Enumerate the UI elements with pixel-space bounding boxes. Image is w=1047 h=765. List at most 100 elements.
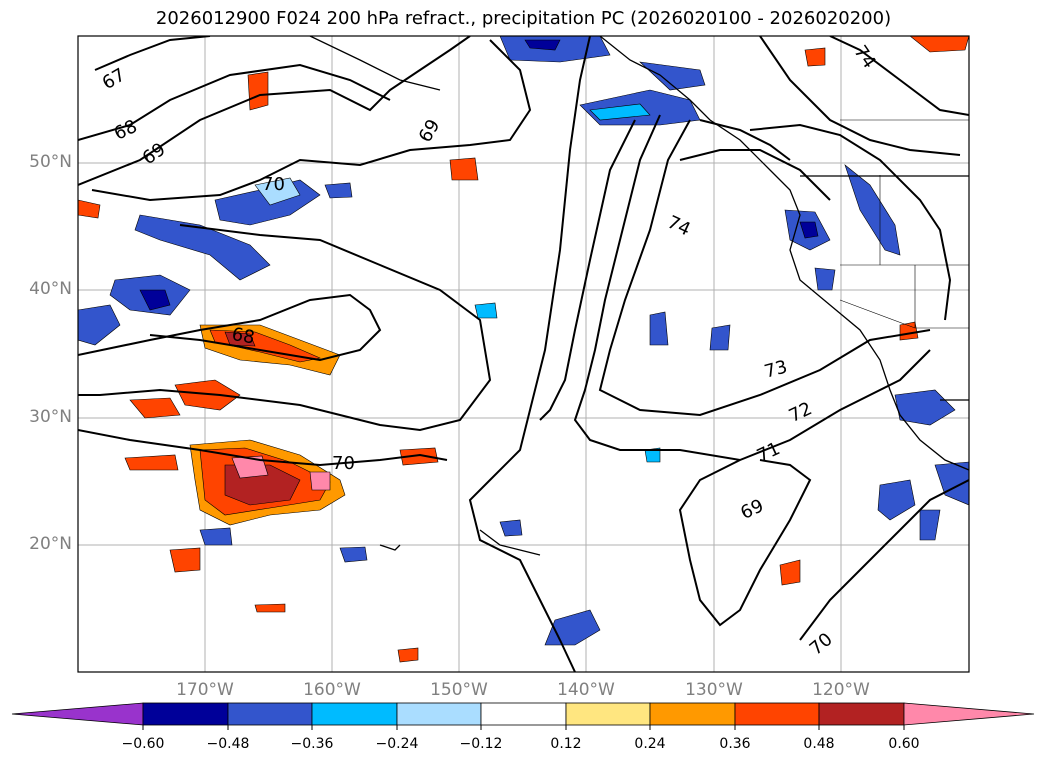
precip-blob — [499, 519, 523, 537]
precip-blob — [709, 324, 731, 351]
contour-74a — [699, 119, 791, 161]
contour-label: 68 — [230, 324, 256, 349]
precip-blob — [199, 527, 233, 546]
precip-blob — [254, 603, 286, 613]
lon-label: 170°W — [176, 680, 234, 700]
colorbar-bin — [396, 702, 482, 726]
contour-label: 70 — [262, 174, 285, 195]
coastline-north-america — [599, 36, 969, 471]
contour-74c — [749, 123, 952, 321]
precip-blob — [799, 221, 819, 239]
colorbar-tick-label: −0.24 — [375, 736, 419, 752]
precip-negative — [78, 36, 969, 646]
precip-blob — [524, 39, 561, 51]
contour-70d — [799, 479, 969, 641]
contour-73 — [598, 119, 931, 417]
graticule — [78, 36, 969, 672]
contour-69b — [91, 39, 532, 202]
precip-blob — [139, 289, 171, 311]
precip-blob — [254, 177, 301, 206]
coastline-segment — [479, 529, 541, 556]
precip-blob — [804, 47, 826, 67]
contour-72 — [573, 114, 931, 462]
contour-69c — [678, 459, 812, 627]
precip-blob — [324, 182, 353, 199]
precip-blob — [399, 447, 439, 466]
precip-blob — [909, 36, 969, 53]
precip-blob — [129, 397, 181, 419]
lon-label: 140°W — [557, 680, 615, 700]
contour-74d — [759, 36, 961, 156]
colorbar-ticks — [142, 725, 905, 730]
precip-blob — [247, 71, 269, 111]
colorbar-tick-label: 0.12 — [550, 736, 582, 752]
contour-68 — [78, 63, 391, 141]
colorbar-bin — [142, 702, 229, 726]
contour-74e — [829, 36, 969, 116]
precip-blob — [309, 471, 331, 491]
colorbar — [11, 702, 1035, 730]
map-area: 67 68 69 69 70 74 74 68 73 72 71 70 69 7… — [78, 36, 969, 672]
colorbar-bin — [734, 702, 820, 726]
coastline-segment — [379, 544, 401, 551]
lon-label: 160°W — [303, 680, 361, 700]
precip-blob — [814, 267, 836, 291]
refractivity-contours — [78, 36, 969, 672]
colorbar-extend-low — [11, 702, 144, 726]
precip-blob — [78, 199, 101, 219]
colorbar-bin — [818, 702, 905, 726]
colorbar-bin — [649, 702, 736, 726]
colorbar-tick-label: 0.60 — [888, 736, 920, 752]
map-title: 2026012900 F024 200 hPa refract., precip… — [155, 8, 892, 29]
colorbar-tick-label: −0.36 — [290, 736, 334, 752]
precip-blob — [934, 461, 969, 506]
lon-label: 130°W — [685, 680, 743, 700]
map-frame — [77, 35, 970, 673]
precip-blob — [779, 559, 801, 586]
colorbar-bin — [311, 702, 398, 726]
colorbar-tick-label: 0.36 — [719, 736, 751, 752]
precip-blob — [397, 647, 419, 663]
precip-blob — [474, 302, 498, 319]
contour-label: 69 — [737, 495, 767, 524]
border-segment — [839, 299, 969, 329]
precip-blob — [644, 447, 661, 463]
contour-label: 73 — [762, 356, 790, 382]
contour-label: 70 — [332, 453, 355, 474]
colorbar-bin — [227, 702, 313, 726]
coastline-aleutians — [309, 36, 441, 91]
precip-blob — [78, 304, 121, 346]
colorbar-bin — [480, 702, 567, 726]
contour-74b — [679, 149, 831, 201]
lat-label: 50°N — [29, 152, 72, 172]
precip-blob — [589, 103, 651, 121]
precip-blob — [174, 379, 241, 411]
lat-label: 40°N — [29, 279, 72, 299]
precip-blob — [919, 509, 941, 541]
contour-label: 69 — [415, 116, 445, 146]
colorbar-tick-label: −0.60 — [121, 736, 165, 752]
precip-blob — [124, 454, 179, 471]
contour-67 — [94, 36, 211, 71]
coastlines — [309, 36, 969, 556]
contour-71 — [539, 119, 636, 421]
lon-label: 150°W — [430, 680, 488, 700]
colorbar-bin — [565, 702, 651, 726]
contour-70c — [468, 36, 591, 672]
precip-blob — [844, 164, 901, 256]
colorbar-tick-label: −0.12 — [459, 736, 503, 752]
colorbar-tick-label: 0.48 — [803, 736, 835, 752]
contour-70 — [78, 224, 492, 432]
lon-label: 120°W — [812, 680, 870, 700]
contour-label: 67 — [99, 64, 129, 94]
precip-blob — [894, 389, 956, 426]
colorbar-tick-label: 0.24 — [634, 736, 666, 752]
precip-positive — [78, 36, 969, 663]
colorbar-tick-label: −0.48 — [206, 736, 250, 752]
precip-blob — [877, 479, 916, 521]
contour-label: 72 — [786, 398, 816, 427]
precip-blob — [224, 331, 256, 347]
precip-blob — [231, 455, 269, 479]
contour-70b — [78, 429, 448, 467]
contour-label: 70 — [806, 629, 837, 660]
